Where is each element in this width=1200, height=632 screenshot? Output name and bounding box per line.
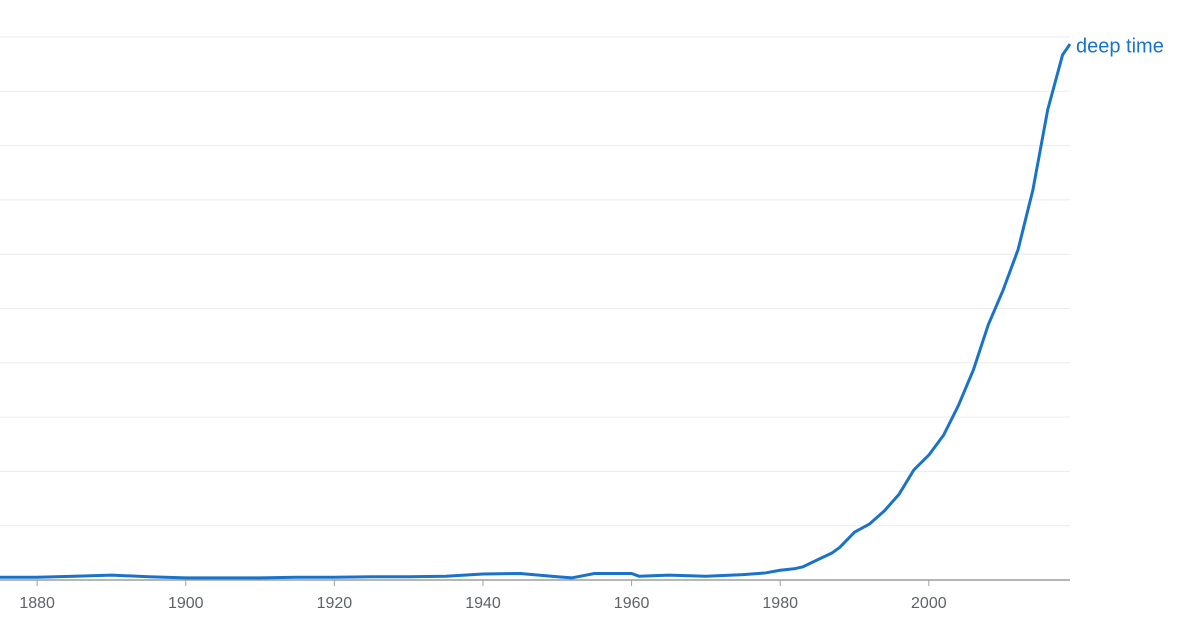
x-tick-label: 1980 <box>762 595 798 612</box>
x-tick-label: 1880 <box>19 595 55 612</box>
series-label: deep time <box>1076 35 1164 57</box>
x-tick-label: 1960 <box>614 595 650 612</box>
x-tick-label: 1900 <box>168 595 204 612</box>
x-tick-label: 2000 <box>911 595 947 612</box>
series-line <box>0 43 1072 580</box>
x-tick-label: 1940 <box>465 595 501 612</box>
x-tick-label: 1920 <box>317 595 353 612</box>
